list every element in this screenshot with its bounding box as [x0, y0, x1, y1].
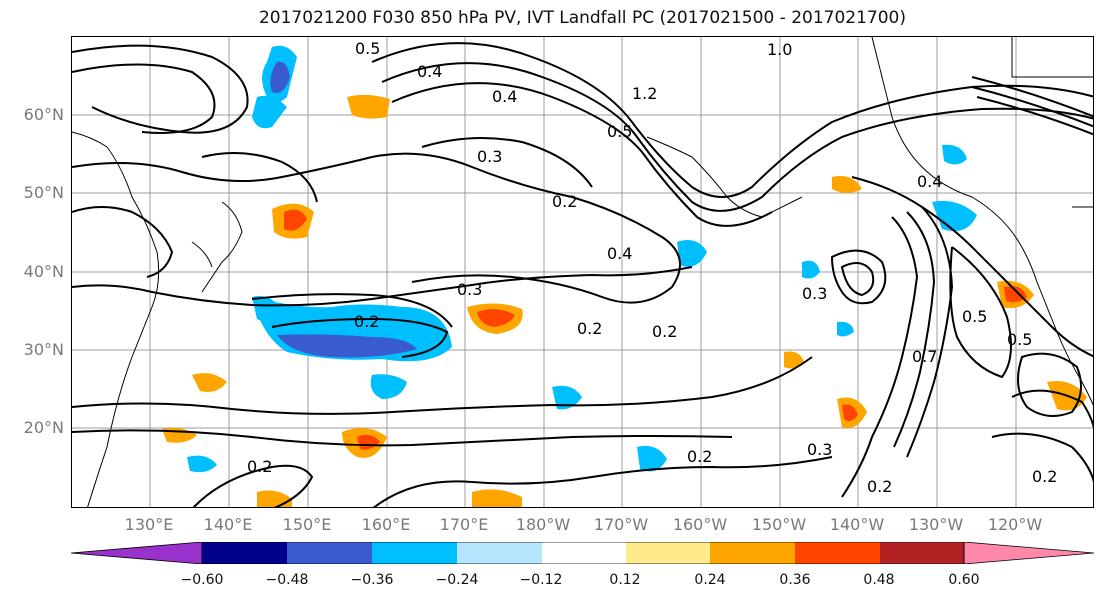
- negative-anomaly-blob: [677, 239, 707, 267]
- contour-label: 0.4: [492, 87, 517, 106]
- colorbar-segment: [880, 542, 964, 564]
- lat-label-60n: 60°N: [23, 105, 64, 124]
- contour-label: 0.2: [867, 477, 892, 496]
- negative-anomaly-blob: [837, 321, 854, 337]
- negative-anomaly-core: [270, 61, 290, 93]
- lon-label: 160°E: [361, 515, 411, 534]
- contour-label: 0.2: [552, 192, 577, 211]
- lat-label-30n: 30°N: [23, 340, 64, 359]
- contour-label: 0.2: [652, 322, 677, 341]
- positive-anomaly-core: [284, 209, 307, 231]
- negative-anomaly-blob: [802, 260, 820, 279]
- contour-label: 0.3: [477, 147, 502, 166]
- contour-label: 0.2: [577, 319, 602, 338]
- contour-label: 0.2: [354, 312, 379, 331]
- negative-anomaly-blob: [252, 95, 287, 129]
- lon-label: 140°W: [829, 515, 885, 534]
- positive-anomaly-blob: [192, 373, 227, 392]
- colorbar-tick: −0.60: [180, 572, 224, 588]
- chart-title: 2017021200 F030 850 hPa PV, IVT Landfall…: [258, 8, 906, 28]
- ivt-contours: [72, 42, 1093, 507]
- positive-anomaly-core: [477, 309, 515, 327]
- colorbar-segment: [287, 542, 372, 564]
- colorbar-tick: −0.48: [265, 572, 309, 588]
- positive-anomaly-blob: [257, 490, 292, 507]
- negative-anomaly-blob: [932, 200, 977, 232]
- colorbar-tick: 0.12: [609, 572, 641, 588]
- colorbar-tick: −0.12: [519, 572, 563, 588]
- lon-label: 130°W: [908, 515, 964, 534]
- lon-label: 170°W: [593, 515, 649, 534]
- contour-label: 0.4: [917, 172, 942, 191]
- colorbar-tick: −0.24: [435, 572, 479, 588]
- colorbar: [71, 542, 1094, 564]
- contour-label: 0.2: [1032, 467, 1057, 486]
- pv-anomaly-fills: [162, 45, 1087, 507]
- contour-label-group: 0.5 0.4 0.4 1.0 1.2 0.5 0.3 0.2 0.4 0.3 …: [247, 39, 1057, 496]
- lat-label-40n: 40°N: [23, 262, 64, 281]
- contour-label: 0.3: [807, 440, 832, 459]
- colorbar-tick: 0.24: [694, 572, 726, 588]
- colorbar-segment: [372, 542, 457, 564]
- colorbar-segment: [626, 542, 710, 564]
- map-panel: 0.5 0.4 0.4 1.0 1.2 0.5 0.3 0.2 0.4 0.3 …: [71, 36, 1094, 508]
- positive-anomaly-blob: [832, 175, 862, 193]
- negative-anomaly-blob: [187, 455, 217, 473]
- lon-label: 160°W: [672, 515, 728, 534]
- contour-label: 0.5: [607, 122, 632, 141]
- contour-label: 1.0: [767, 40, 792, 59]
- graticule: [72, 37, 1093, 507]
- colorbar-extend-low: [71, 542, 203, 564]
- lat-label-20n: 20°N: [23, 418, 64, 437]
- negative-anomaly-blob: [552, 385, 582, 410]
- lon-label: 150°W: [751, 515, 807, 534]
- colorbar-tick: 0.60: [948, 572, 980, 588]
- contour-label: 0.4: [607, 244, 632, 263]
- contour-label: 0.3: [457, 280, 482, 299]
- contour-label: 0.7: [912, 347, 937, 366]
- colorbar-segment: [542, 542, 626, 564]
- positive-anomaly-core: [1004, 286, 1027, 303]
- lon-label: 140°E: [203, 515, 253, 534]
- colorbar-tick: −0.36: [350, 572, 394, 588]
- colorbar-segment: [710, 542, 795, 564]
- contour-label: 0.2: [687, 447, 712, 466]
- positive-anomaly-blob: [784, 351, 804, 369]
- colorbar-tick: 0.36: [779, 572, 811, 588]
- lon-label: 130°E: [124, 515, 174, 534]
- contour-label: 0.5: [962, 307, 987, 326]
- contour-label: 0.5: [1007, 330, 1032, 349]
- colorbar-tick: 0.48: [863, 572, 895, 588]
- negative-anomaly-core: [277, 334, 417, 358]
- lon-label: 170°E: [439, 515, 489, 534]
- lon-label: 120°W: [987, 515, 1043, 534]
- lon-label: 150°E: [282, 515, 332, 534]
- map-canvas: 0.5 0.4 0.4 1.0 1.2 0.5 0.3 0.2 0.4 0.3 …: [72, 37, 1093, 507]
- negative-anomaly-blob: [370, 374, 407, 399]
- positive-anomaly-blob: [472, 489, 522, 507]
- contour-label: 0.4: [417, 62, 442, 81]
- contour-label: 0.2: [247, 457, 272, 476]
- positive-anomaly-blob: [347, 94, 390, 119]
- lon-label: 180°W: [515, 515, 571, 534]
- negative-anomaly-blob: [637, 445, 667, 472]
- negative-anomaly-blob: [942, 144, 967, 165]
- colorbar-segment: [795, 542, 880, 564]
- lat-label-50n: 50°N: [23, 183, 64, 202]
- contour-label: 0.5: [355, 39, 380, 58]
- colorbar-segment: [457, 542, 542, 564]
- contour-label: 0.3: [802, 284, 827, 303]
- negative-anomaly-blob: [252, 296, 282, 322]
- colorbar-extend-high: [963, 542, 1094, 564]
- positive-anomaly-core: [842, 404, 858, 422]
- colorbar-segment: [202, 542, 287, 564]
- contour-label: 1.2: [632, 84, 657, 103]
